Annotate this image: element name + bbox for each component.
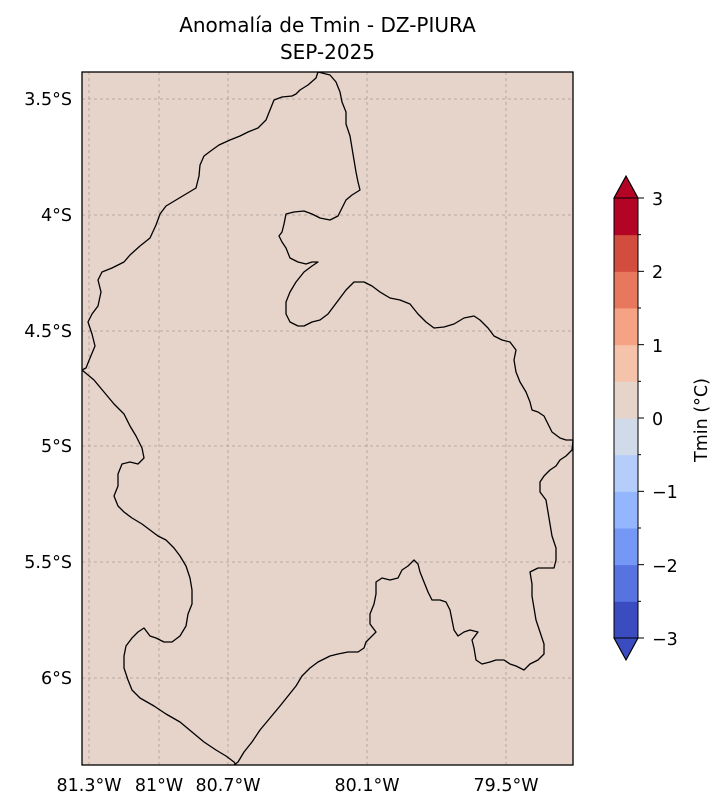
colorbar-extend-min — [613, 637, 639, 662]
colorbar-swatch — [614, 308, 638, 346]
lat-label-5: 5°S — [41, 437, 72, 457]
lat-label-4: 4°S — [41, 206, 72, 226]
colorbar-label-3: 3 — [652, 190, 663, 210]
region-boundary — [81, 71, 574, 766]
map-frame — [81, 71, 574, 766]
colorbar-swatch — [614, 564, 638, 602]
lon-label-81-3: 81.3°W — [56, 776, 121, 796]
lat-label-5-5: 5.5°S — [24, 553, 72, 573]
colorbar-label-0: 0 — [652, 410, 663, 430]
colorbar-swatch — [614, 381, 638, 419]
colorbar-extend-max — [613, 174, 639, 199]
colorbar-label-neg1: −1 — [652, 483, 678, 503]
colorbar-swatch — [614, 271, 638, 309]
colorbar-label-2: 2 — [652, 263, 663, 283]
lat-label-4-5: 4.5°S — [24, 322, 72, 342]
lat-label-6: 6°S — [41, 669, 72, 689]
map-title: Anomalía de Tmin - DZ-PIURA — [179, 13, 476, 37]
colorbar-swatch — [614, 528, 638, 566]
map-subtitle: SEP-2025 — [279, 40, 376, 64]
colorbar-label-neg3: −3 — [652, 630, 678, 650]
colorbar-swatch — [614, 454, 638, 492]
colorbar-tick-labels: 3 2 1 0 −1 −2 −3 — [652, 190, 678, 650]
colorbar: 3 2 1 0 −1 −2 −3 Tmin (°C) — [613, 174, 712, 662]
eastern-boundary-south — [233, 439, 574, 766]
colorbar-title: Tmin (°C) — [692, 378, 712, 463]
lon-label-80-7: 80.7°W — [195, 776, 260, 796]
western-coast-boundary — [81, 369, 237, 766]
lon-label-79-5: 79.5°W — [473, 776, 538, 796]
lon-label-81: 81°W — [135, 776, 183, 796]
map-panel — [82, 72, 573, 765]
eastern-boundary — [278, 71, 573, 441]
map-gridlines — [82, 72, 573, 765]
colorbar-swatches — [614, 198, 638, 639]
colorbar-swatch — [614, 198, 638, 236]
longitude-labels: 81.3°W 81°W 80.7°W 80.1°W 79.5°W — [56, 776, 538, 796]
colorbar-label-neg2: −2 — [652, 557, 678, 577]
colorbar-ticks — [638, 197, 644, 639]
lon-label-80-1: 80.1°W — [334, 776, 399, 796]
latitude-labels: 3.5°S 4°S 4.5°S 5°S 5.5°S 6°S — [24, 90, 72, 689]
colorbar-swatch — [614, 344, 638, 382]
colorbar-swatch — [614, 234, 638, 272]
colorbar-swatch — [614, 418, 638, 456]
colorbar-swatch — [614, 491, 638, 529]
outer-boundary — [81, 71, 319, 371]
colorbar-swatch — [614, 601, 638, 639]
lat-label-3-5: 3.5°S — [24, 90, 72, 110]
colorbar-label-1: 1 — [652, 337, 663, 357]
